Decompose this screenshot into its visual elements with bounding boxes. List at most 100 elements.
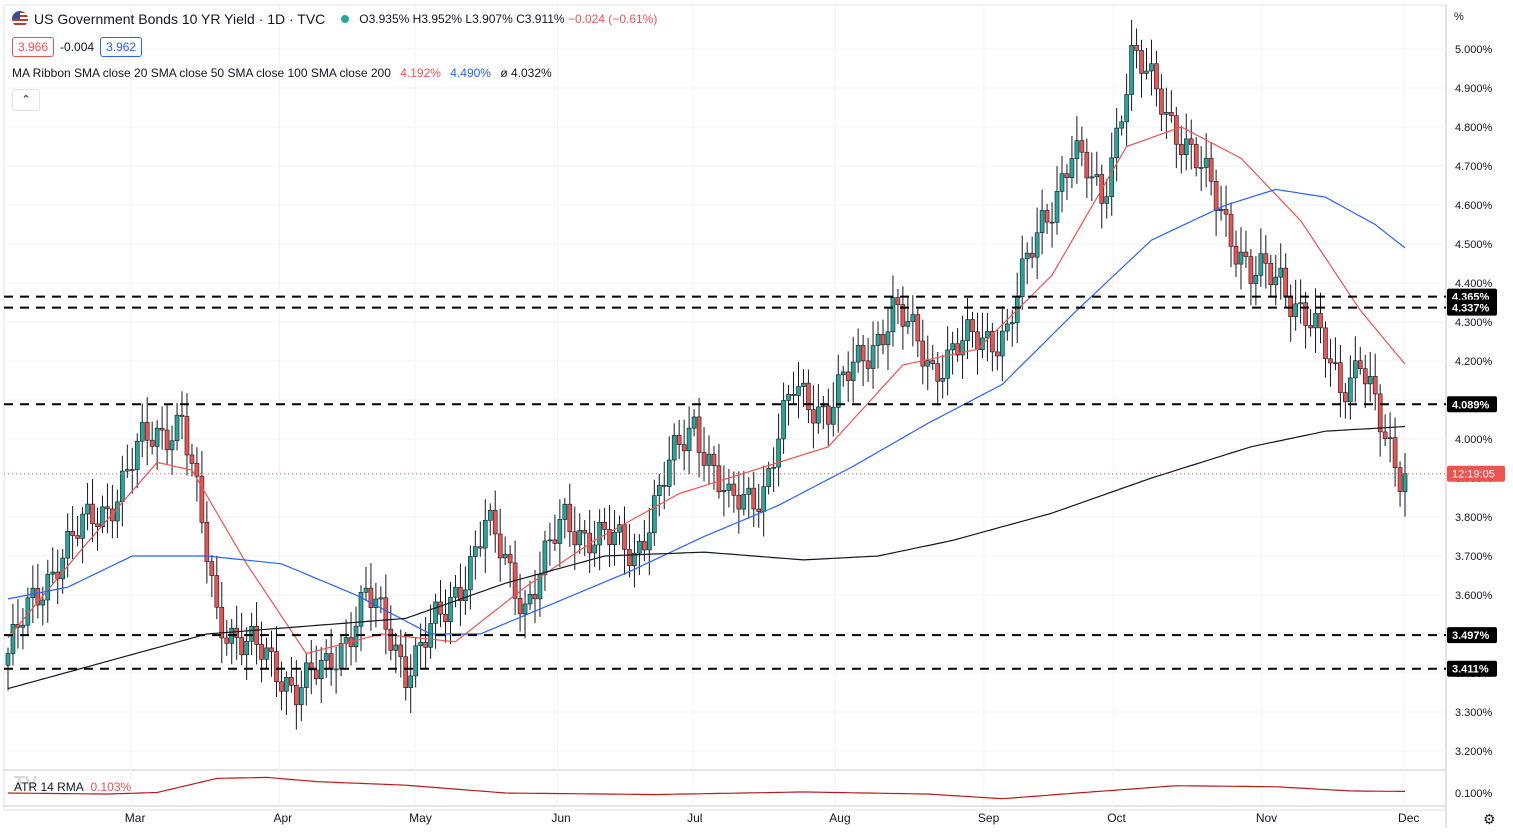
candle-body [965,319,970,341]
candle-body [154,427,160,447]
candle-body [194,463,200,477]
candle-body [279,681,284,692]
candle-body [85,503,90,515]
candle-body [289,677,294,686]
candle-body [1323,327,1328,360]
candle-body [771,466,776,469]
y-tick-label: 3.200% [1455,746,1493,758]
candle-body [567,503,573,533]
candle-body [169,440,175,451]
candle-body [975,331,980,351]
candle-body [259,644,264,660]
candle-body [1263,253,1269,264]
candle-body [468,556,473,591]
candle-body [731,483,737,496]
candle-body [627,549,632,566]
atr-legend[interactable]: ATR 14 RMA 0.103% [14,780,131,794]
ma-ribbon-legend[interactable]: MA Ribbon SMA close 20 SMA close 50 SMA … [12,66,552,80]
candle-body [358,592,364,627]
us-flag-icon [12,11,28,27]
candle-body [189,454,195,464]
y-tick-label: 4.600% [1455,200,1493,212]
x-tick-label: May [409,811,432,825]
candle-body [1198,167,1204,169]
ma-ribbon-label: MA Ribbon SMA close 20 SMA close 50 SMA … [12,66,391,80]
y-tick-label: 5.000% [1455,44,1493,56]
x-tick-label: Jul [687,811,702,825]
candle-body [721,490,727,493]
candle-body [840,371,846,376]
candle-body [890,297,896,333]
candle-body [139,422,145,442]
tradingview-logo: TV [14,773,38,793]
candle-body [1000,330,1005,357]
candle-body [408,675,414,688]
candle-body [542,540,548,575]
candle-body [880,333,886,346]
y-tick-label: 3.700% [1455,551,1493,563]
candle-body [821,405,826,408]
candle-body [602,522,607,530]
candle-body [179,414,185,417]
candle-body [35,588,41,606]
candle-body [378,597,384,600]
candle-body [383,597,389,630]
candle-body [129,469,135,471]
collapse-legend-button[interactable]: ⌃ [12,89,40,111]
candle-body [850,361,856,381]
candle-body [1193,144,1199,169]
price-boxes: 3.966 -0.004 3.962 [12,37,143,57]
x-tick-label: Mar [125,811,146,825]
buy-price-box[interactable]: 3.962 [100,37,143,57]
sma-prefix: ø [500,66,508,80]
candle-body [308,662,314,671]
candle-body [955,343,960,356]
candle-body [1188,138,1194,145]
high-value: H3.952% [412,12,463,26]
candle-body [70,531,75,536]
sma20-value: 4.192% [400,66,441,80]
gear-icon[interactable]: ⚙ [1483,811,1496,827]
candle-body [328,653,334,670]
candle-body [393,644,399,651]
candle-body [209,561,215,576]
candle-body [597,522,602,546]
x-tick-label: Dec [1398,811,1419,825]
candle-body [1054,191,1060,223]
candle-body [1104,196,1110,204]
candle-body [338,643,344,670]
candle-body [557,519,563,544]
sma-line-2 [7,425,1406,690]
candle-body [1362,368,1368,385]
candle-body [1218,208,1224,211]
candle-body [264,647,269,660]
candle-body [373,598,379,608]
candle-body [80,513,85,539]
candle-body [428,623,433,648]
candle-body [149,439,155,447]
candle-body [388,628,394,651]
candle-body [711,453,717,467]
symbol-title[interactable]: US Government Bonds 10 YR Yield · 1D · T… [34,11,326,27]
candle-body [816,406,821,424]
candle-body [45,573,51,601]
level-label: 4.337% [1452,303,1490,315]
candle-body [970,319,975,333]
open-value: O3.935% [359,12,410,26]
y-tick-label: 4.300% [1455,317,1493,329]
sell-price-box[interactable]: 3.966 [12,37,55,57]
candle-body [1049,221,1055,224]
candle-body [100,506,105,528]
market-status-icon [341,15,350,23]
candle-body [219,606,225,639]
candle-body [761,486,766,512]
candle-body [1139,50,1144,74]
candle-body [254,625,259,645]
candle-body [910,314,916,322]
candle-body [1258,253,1264,276]
ohlc-readout: O3.935% H3.952% L3.907% C3.911% −0.024 (… [359,12,657,26]
candle-body [676,435,682,445]
candle-body [1233,246,1239,265]
candle-body [184,416,190,456]
